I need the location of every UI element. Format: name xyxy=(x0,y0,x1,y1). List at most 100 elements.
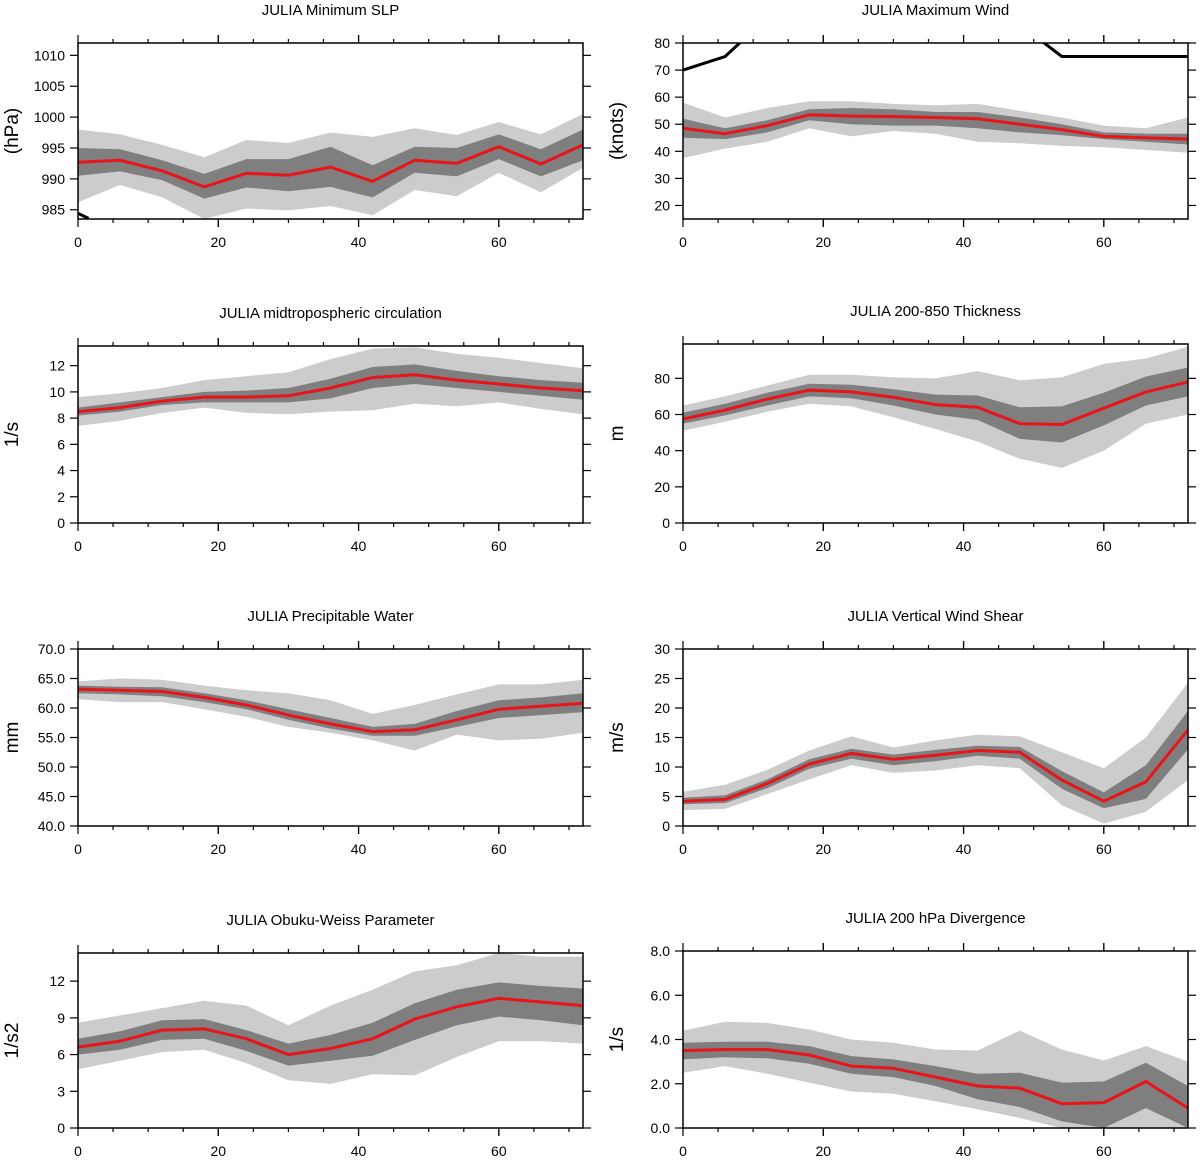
y-tick-label: 1000 xyxy=(34,109,65,125)
y-tick-label: 20 xyxy=(654,197,670,213)
y-tick-label: 60 xyxy=(654,89,670,105)
mean-line xyxy=(683,1048,1188,1110)
y-tick-label: 45.0 xyxy=(38,789,65,805)
x-tick-label: 60 xyxy=(1096,1143,1112,1159)
inner-range-band xyxy=(683,1041,1188,1128)
chart-title: JULIA Vertical Wind Shear xyxy=(848,608,1024,625)
x-tick-label: 0 xyxy=(679,538,687,554)
inner-range-band xyxy=(683,711,1188,809)
plot-area xyxy=(78,347,583,426)
chart-thickness: 0 20 40 60 0 20 40 60 80 JULIA 200-850 Thickness m xyxy=(607,303,1196,554)
y-tick-label: 985 xyxy=(42,202,66,218)
chart-minimum-slp: 0 20 40 60 985 990 995 1000 1005 1010 JULIA Minimu… xyxy=(2,2,591,250)
x-tick-label: 20 xyxy=(210,1143,226,1159)
plot-area xyxy=(78,678,583,751)
y-axis-label: 1/s2 xyxy=(2,1023,23,1059)
plot-frame xyxy=(682,343,1189,524)
y-tick-label: 60 xyxy=(654,407,670,423)
x-tick-label: 0 xyxy=(74,841,82,857)
plot-frame xyxy=(77,42,584,220)
x-tick-label: 0 xyxy=(74,234,82,250)
y-axis-label: 1/s xyxy=(607,1027,628,1052)
y-tick-label: 25 xyxy=(654,671,670,687)
x-tick-label: 20 xyxy=(210,841,226,857)
y-tick-label: 0 xyxy=(662,818,670,834)
y-tick-label: 995 xyxy=(42,140,66,156)
y-tick-label: 4 xyxy=(57,463,65,479)
y-tick-label: 2.0 xyxy=(651,1076,671,1092)
y-tick-label: 0 xyxy=(57,515,65,531)
y-tick-label: 9 xyxy=(57,1010,65,1026)
y-tick-label: 10 xyxy=(49,384,65,400)
panel-obuku-weiss: 0 20 40 60 0 3 6 9 12 JULIA Obuku-Weiss Parameter… xyxy=(0,902,600,1172)
x-tick-label: 60 xyxy=(491,538,507,554)
plot-area xyxy=(683,346,1188,468)
y-tick-label: 6 xyxy=(57,436,65,452)
x-tick-label: 20 xyxy=(815,1143,831,1159)
inner-range-band xyxy=(78,129,583,199)
y-tick-label: 40 xyxy=(654,143,670,159)
y-tick-label: 50 xyxy=(654,116,670,132)
chart-divergence: 0 20 40 60 0.0 2.0 4.0 6.0 8.0 JULIA 200 hPa Dive… xyxy=(607,910,1196,1159)
x-tick-label: 20 xyxy=(210,538,226,554)
chart-title: JULIA Precipitable Water xyxy=(247,608,413,625)
chart-title: JULIA midtropospheric circulation xyxy=(219,305,442,322)
plot-area xyxy=(683,43,1188,159)
panel-divergence: 0 20 40 60 0.0 2.0 4.0 6.0 8.0 JULIA 200 hPa Dive… xyxy=(605,902,1200,1172)
x-tick-label: 0 xyxy=(679,1143,687,1159)
chart-vertical-wind-shear: 0 20 40 60 0 5 10 15 20 25 30 JULIA Vertical Wind S… xyxy=(607,608,1196,857)
y-tick-label: 2 xyxy=(57,489,65,505)
x-tick-label: 40 xyxy=(956,1143,972,1159)
plot-frame xyxy=(77,345,584,524)
best-track-line xyxy=(683,43,1188,72)
y-tick-label: 70.0 xyxy=(38,641,65,657)
x-tick-label: 20 xyxy=(210,234,226,250)
inner-range-band xyxy=(78,982,583,1066)
panel-maximum-wind: 0 20 40 60 20 30 40 50 60 70 80 JULIA Maximum Wind (… xyxy=(605,0,1200,290)
mean-line xyxy=(683,728,1188,803)
chart-title: JULIA Maximum Wind xyxy=(862,2,1010,19)
mean-line xyxy=(78,687,583,734)
y-axis-label: m xyxy=(607,426,628,442)
y-tick-label: 12 xyxy=(49,973,65,989)
x-tick-label: 60 xyxy=(491,841,507,857)
mean-line xyxy=(78,143,583,189)
x-tick-label: 60 xyxy=(1096,234,1112,250)
x-tick-label: 40 xyxy=(351,234,367,250)
y-axis-label: 1/s xyxy=(2,422,23,447)
mean-line xyxy=(78,373,583,414)
y-tick-label: 1010 xyxy=(34,47,65,63)
x-tick-label: 40 xyxy=(351,1143,367,1159)
y-axis-label: m/s xyxy=(607,722,628,753)
plot-area xyxy=(78,114,583,219)
y-tick-label: 8 xyxy=(57,410,65,426)
plot-frame xyxy=(682,42,1189,220)
mean-line xyxy=(683,113,1188,141)
y-tick-label: 15 xyxy=(654,730,670,746)
y-tick-label: 6.0 xyxy=(651,987,671,1003)
y-tick-label: 12 xyxy=(49,358,65,374)
x-tick-label: 0 xyxy=(679,841,687,857)
y-tick-label: 0 xyxy=(662,515,670,531)
y-tick-label: 0 xyxy=(57,1120,65,1136)
inner-range-band xyxy=(78,364,583,416)
mean-line xyxy=(683,380,1188,426)
x-tick-label: 40 xyxy=(351,841,367,857)
x-tick-label: 40 xyxy=(956,234,972,250)
y-tick-label: 80 xyxy=(654,370,670,386)
best-track-line xyxy=(78,212,90,219)
y-tick-label: 30 xyxy=(654,170,670,186)
panel-midtropospheric-circulation: 0 20 40 60 0 2 4 6 8 10 12 JULIA midtropospheric ci… xyxy=(0,298,600,588)
y-tick-label: 50.0 xyxy=(38,759,65,775)
y-tick-label: 8.0 xyxy=(651,943,671,959)
x-tick-label: 60 xyxy=(491,1143,507,1159)
y-tick-label: 5 xyxy=(662,789,670,805)
outer-range-band xyxy=(78,953,583,1084)
chart-title: JULIA 200 hPa Divergence xyxy=(845,910,1025,927)
y-tick-label: 80 xyxy=(654,35,670,51)
y-tick-label: 1005 xyxy=(34,78,65,94)
y-tick-label: 3 xyxy=(57,1083,65,1099)
x-tick-label: 60 xyxy=(491,234,507,250)
x-tick-label: 0 xyxy=(679,234,687,250)
chart-obuku-weiss: 0 20 40 60 0 3 6 9 12 JULIA Obuku-Weiss Parameter… xyxy=(2,912,591,1159)
